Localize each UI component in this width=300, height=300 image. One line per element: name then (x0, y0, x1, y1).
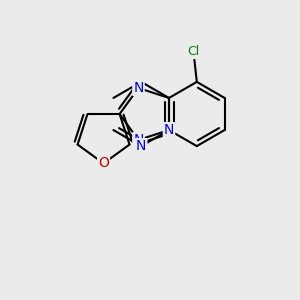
Text: N: N (133, 133, 144, 147)
Text: O: O (98, 156, 109, 170)
Text: N: N (136, 139, 146, 153)
Text: Cl: Cl (188, 45, 200, 58)
Text: N: N (164, 123, 174, 137)
Text: N: N (133, 81, 144, 95)
